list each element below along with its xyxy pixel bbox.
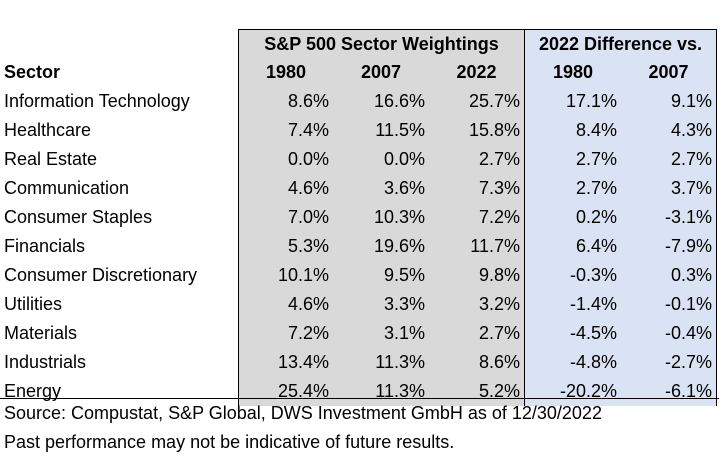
value-2022: 15.8% — [429, 116, 525, 145]
diff-vs-1980: 8.4% — [525, 116, 621, 145]
diff-vs-2007: 0.3% — [621, 261, 717, 290]
value-2007: 9.5% — [333, 261, 429, 290]
value-2007: 3.3% — [333, 290, 429, 319]
table-row: Real Estate 0.0% 0.0% 2.7% 2.7% 2.7% — [0, 145, 719, 174]
value-1980: 7.2% — [238, 319, 333, 348]
column-header-2022: 2022 — [429, 58, 525, 87]
value-1980: 0.0% — [238, 145, 333, 174]
table-row: Consumer Staples 7.0% 10.3% 7.2% 0.2% -3.1% — [0, 203, 719, 232]
value-2007: 11.5% — [333, 116, 429, 145]
value-2007: 3.1% — [333, 319, 429, 348]
diff-vs-2007: 3.7% — [621, 174, 717, 203]
column-header-diff-2007: 2007 — [621, 58, 717, 87]
value-2007: 3.6% — [333, 174, 429, 203]
diff-vs-1980: 6.4% — [525, 232, 621, 261]
sector-name: Communication — [4, 178, 130, 198]
diff-vs-2007: 4.3% — [621, 116, 717, 145]
diff-vs-1980: 0.2% — [525, 203, 621, 232]
table-row: Information Technology 8.6% 16.6% 25.7% 17.1… — [0, 87, 719, 116]
sector-name: Consumer Staples — [4, 207, 153, 227]
column-header-2007: 2007 — [333, 58, 429, 87]
value-2022: 11.7% — [429, 232, 525, 261]
sector-name: Materials — [4, 323, 78, 343]
diff-vs-2007: -2.7% — [621, 348, 717, 377]
value-1980: 25.4% — [238, 377, 333, 406]
table-row: Consumer Discretionary 10.1% 9.5% 9.8% -0.3%… — [0, 261, 719, 290]
group-header-weightings: S&P 500 Sector Weightings — [238, 29, 525, 58]
diff-vs-1980: -1.4% — [525, 290, 621, 319]
value-2007: 16.6% — [333, 87, 429, 116]
value-2022: 2.7% — [429, 319, 525, 348]
column-header-diff-1980: 1980 — [525, 58, 621, 87]
diff-vs-1980: -4.8% — [525, 348, 621, 377]
sector-name: Utilities — [4, 294, 63, 314]
value-1980: 4.6% — [238, 290, 333, 319]
value-2007: 19.6% — [333, 232, 429, 261]
value-2022: 7.2% — [429, 203, 525, 232]
sector-name: Healthcare — [4, 120, 92, 140]
sector-name: Consumer Discretionary — [4, 265, 198, 285]
group-header-difference: 2022 Difference vs. — [525, 29, 717, 58]
value-2022: 9.8% — [429, 261, 525, 290]
diff-vs-1980: 17.1% — [525, 87, 621, 116]
sector-name: Industrials — [4, 352, 87, 372]
table-row: Utilities 4.6% 3.3% 3.2% -1.4% -0.1% — [0, 290, 719, 319]
value-1980: 8.6% — [238, 87, 333, 116]
diff-vs-2007: 9.1% — [621, 87, 717, 116]
table-row: Energy 25.4% 11.3% 5.2% -20.2% -6.1% — [0, 377, 719, 406]
table-row: Communication 4.6% 3.6% 7.3% 2.7% 3.7% — [0, 174, 719, 203]
value-2022: 7.3% — [429, 174, 525, 203]
diff-vs-2007: -6.1% — [621, 377, 717, 406]
sector-name: Real Estate — [4, 149, 98, 169]
table-row: Industrials 13.4% 11.3% 8.6% -4.8% -2.7% — [0, 348, 719, 377]
source-note: Source: Compustat, S&P Global, DWS Inves… — [4, 403, 602, 423]
value-1980: 4.6% — [238, 174, 333, 203]
value-1980: 13.4% — [238, 348, 333, 377]
sector-name: Information Technology — [4, 91, 190, 111]
value-2007: 11.3% — [333, 377, 429, 406]
disclaimer-note: Past performance may not be indicative o… — [4, 432, 455, 452]
diff-vs-2007: 2.7% — [621, 145, 717, 174]
table-row: Healthcare 7.4% 11.5% 15.8% 8.4% 4.3% — [0, 116, 719, 145]
value-2007: 10.3% — [333, 203, 429, 232]
diff-vs-1980: 2.7% — [525, 174, 621, 203]
value-2022: 5.2% — [429, 377, 525, 406]
value-2022: 3.2% — [429, 290, 525, 319]
diff-vs-2007: -0.1% — [621, 290, 717, 319]
diff-vs-1980: -20.2% — [525, 377, 621, 406]
value-2007: 0.0% — [333, 145, 429, 174]
column-header-sector: Sector — [4, 62, 61, 82]
diff-vs-1980: -0.3% — [525, 261, 621, 290]
table-row: Financials 5.3% 19.6% 11.7% 6.4% -7.9% — [0, 232, 719, 261]
value-2022: 2.7% — [429, 145, 525, 174]
value-1980: 7.0% — [238, 203, 333, 232]
diff-vs-2007: -7.9% — [621, 232, 717, 261]
column-header-1980: 1980 — [238, 58, 333, 87]
value-1980: 5.3% — [238, 232, 333, 261]
sector-name: Financials — [4, 236, 86, 256]
sector-name: Energy — [4, 381, 62, 401]
table-row: Materials 7.2% 3.1% 2.7% -4.5% -0.4% — [0, 319, 719, 348]
diff-vs-2007: -3.1% — [621, 203, 717, 232]
table-bottom-border — [0, 398, 719, 399]
value-1980: 7.4% — [238, 116, 333, 145]
column-header-row: Sector 1980 2007 2022 1980 2007 — [0, 58, 719, 87]
value-2007: 11.3% — [333, 348, 429, 377]
diff-vs-1980: 2.7% — [525, 145, 621, 174]
value-2022: 8.6% — [429, 348, 525, 377]
diff-vs-2007: -0.4% — [621, 319, 717, 348]
diff-vs-1980: -4.5% — [525, 319, 621, 348]
value-2022: 25.7% — [429, 87, 525, 116]
value-1980: 10.1% — [238, 261, 333, 290]
